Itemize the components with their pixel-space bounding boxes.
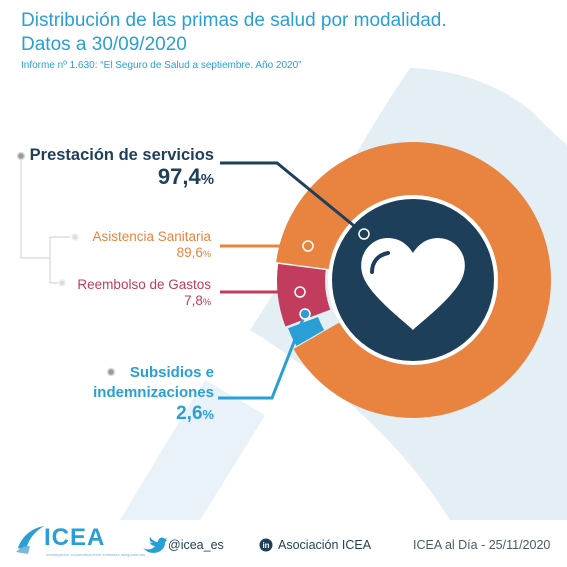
slice-subsidios <box>288 317 325 346</box>
marker-reembolso <box>294 286 306 298</box>
twitter-link[interactable]: @icea_es <box>168 538 224 552</box>
linkedin-link[interactable]: Asociación ICEA <box>278 538 372 552</box>
marker-subsidios <box>299 308 311 320</box>
label-subsidios-value: 2,6% <box>176 403 214 424</box>
label-reembolso-value: 7,8% <box>184 293 211 308</box>
svg-text:in: in <box>262 541 269 550</box>
label-prestacion-value: 97,4% <box>157 164 214 189</box>
bracket-main <box>20 156 50 259</box>
leader-lines <box>16 151 370 400</box>
icea-logo[interactable]: ICEA <box>44 524 106 551</box>
label-subsidios-name-line1: Subsidios e <box>129 364 214 381</box>
leader-subsidios <box>218 313 307 400</box>
linkedin-icon[interactable]: in <box>259 538 273 552</box>
page-title: Distribución de las primas de salud por … <box>21 10 447 55</box>
report-subtitle: Informe nº 1.630: “El Seguro de Salud a … <box>21 60 302 71</box>
bullet-prestacion <box>16 151 26 161</box>
label-reembolso-name: Reembolso de Gastos <box>77 277 211 292</box>
leader-prestacion <box>220 161 365 236</box>
label-subsidios-name-line2: indemnizaciones <box>93 384 214 401</box>
bullet-subsidios <box>106 367 116 377</box>
icea-logo-tagline: investigación cooperativa entre entidade… <box>46 552 146 557</box>
edition-date: ICEA al Día - 25/11/2020 <box>413 538 551 552</box>
marker-prestacion <box>358 228 370 240</box>
bullet-reembolso <box>58 279 66 287</box>
heart-icon <box>361 238 465 330</box>
label-prestacion-name: Prestación de servicios <box>29 146 214 164</box>
icea-logo-icon[interactable] <box>16 526 44 554</box>
bullet-asistencia <box>71 233 79 241</box>
slice-asistencia <box>276 142 551 419</box>
donut-separator <box>328 195 498 365</box>
label-asistencia-name: Asistencia Sanitaria <box>92 229 211 244</box>
label-asistencia-value: 89,6% <box>176 245 211 260</box>
marker-asistencia <box>302 240 314 252</box>
twitter-icon[interactable] <box>143 537 167 553</box>
